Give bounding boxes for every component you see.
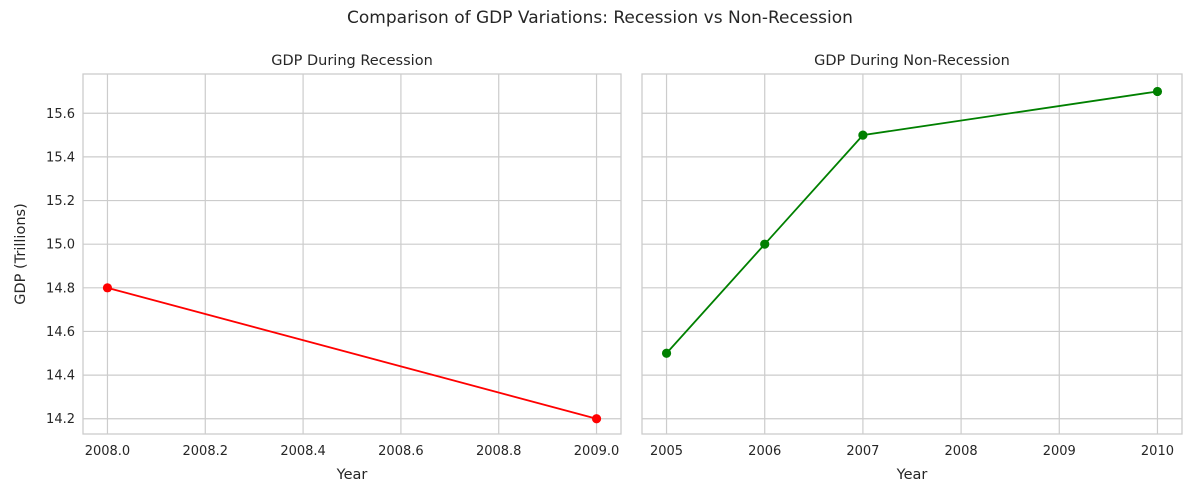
y-tick-label: 14.4 <box>46 369 75 384</box>
x-tick-label: 2008 <box>945 444 978 459</box>
y-tick-label: 15.2 <box>46 194 75 209</box>
x-tick-label: 2008.8 <box>476 444 522 459</box>
series-line <box>665 90 1158 354</box>
x-tick-label: 2006 <box>748 444 781 459</box>
data-point <box>591 414 602 424</box>
y-tick-label: 14.2 <box>46 412 75 427</box>
data-point <box>760 239 770 249</box>
subplot-1: 2008.0 2008.2 2008.4 2008.6 2008.8 2009.0 14.2… <box>13 53 622 483</box>
x-tick-label: 2005 <box>650 444 683 459</box>
x-tick-label: 2008.6 <box>378 444 424 459</box>
y-tick-label: 14.8 <box>46 281 75 296</box>
x-tick-label: 2008.0 <box>85 444 131 459</box>
x-axis-label: Year <box>896 467 928 483</box>
y-tick-label: 14.6 <box>46 325 75 340</box>
data-point <box>858 130 868 140</box>
subplot-2: 2005 2006 2007 2008 2009 2010 GDP During Non-R… <box>641 53 1183 483</box>
y-axis-label: GDP (Trillions) <box>13 203 29 305</box>
figure-title: Comparison of GDP Variations: Recession … <box>347 8 853 28</box>
y-tick-label: 15.0 <box>46 238 75 253</box>
data-point <box>102 283 113 293</box>
x-tick-label: 2009 <box>1043 444 1076 459</box>
plot-frame <box>641 73 1183 435</box>
x-tick-label: 2008.4 <box>280 444 326 459</box>
chart-panels: 2008.0 2008.2 2008.4 2008.6 2008.8 2009.0 14.2… <box>13 53 1183 483</box>
subplot-title: GDP During Non-Recession <box>814 53 1010 69</box>
x-tick-label: 2007 <box>846 444 879 459</box>
y-tick-label: 15.6 <box>46 107 75 122</box>
plot-frame <box>82 73 622 435</box>
data-point <box>1152 86 1163 97</box>
subplot-title: GDP During Recession <box>271 53 433 69</box>
data-point <box>661 348 672 358</box>
series-line <box>107 286 597 420</box>
y-tick-label: 15.4 <box>46 150 75 165</box>
x-tick-label: 2009.0 <box>574 444 620 459</box>
x-axis-label: Year <box>336 467 368 483</box>
x-tick-label: 2010 <box>1141 444 1174 459</box>
x-tick-label: 2008.2 <box>183 444 229 459</box>
